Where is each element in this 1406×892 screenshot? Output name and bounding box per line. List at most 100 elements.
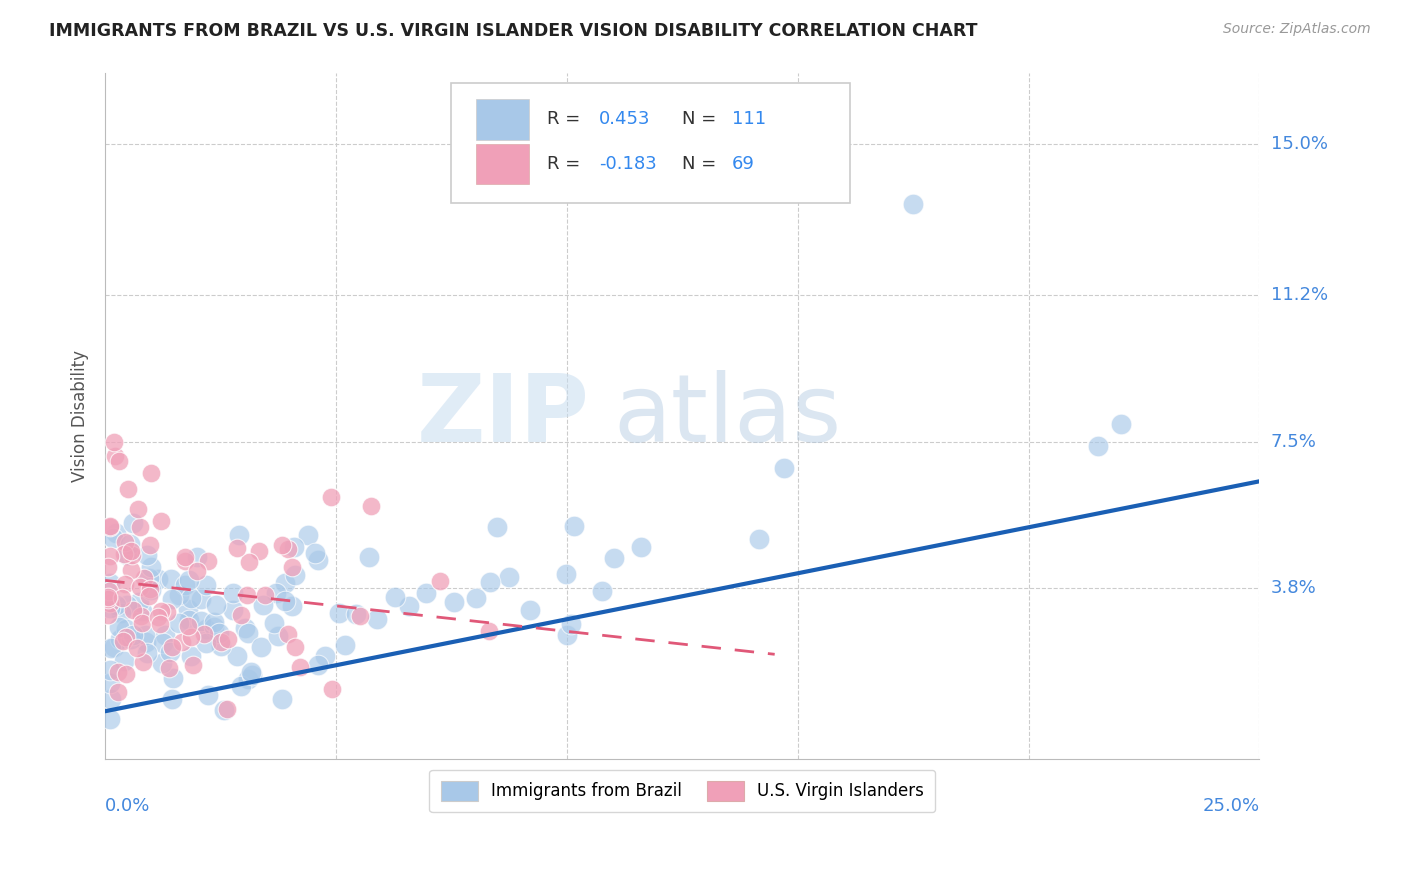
Point — [555, 627, 578, 641]
Point — [98, 519, 121, 533]
Point — [110, 632, 132, 646]
Point — [222, 602, 245, 616]
Point — [129, 609, 152, 624]
Point — [555, 566, 578, 581]
Point — [240, 667, 263, 681]
Point — [177, 613, 200, 627]
Point — [359, 550, 381, 565]
Point — [209, 639, 232, 653]
Point — [115, 667, 138, 681]
Point — [105, 598, 128, 612]
Point — [486, 520, 509, 534]
Point — [328, 606, 350, 620]
Y-axis label: Vision Disability: Vision Disability — [72, 350, 89, 482]
Point — [772, 461, 794, 475]
Point — [519, 603, 541, 617]
Point — [208, 626, 231, 640]
Point — [159, 572, 181, 586]
Point — [1109, 417, 1132, 431]
Point — [115, 548, 138, 562]
Point — [98, 597, 121, 611]
Point — [307, 553, 329, 567]
Legend: Immigrants from Brazil, U.S. Virgin Islanders: Immigrants from Brazil, U.S. Virgin Isla… — [429, 770, 935, 813]
Point — [117, 482, 139, 496]
Point — [274, 576, 297, 591]
Point — [135, 548, 157, 562]
Point — [160, 591, 183, 606]
Point — [360, 499, 382, 513]
Text: 3.8%: 3.8% — [1271, 579, 1316, 598]
Text: ZIP: ZIP — [418, 370, 591, 462]
Point — [122, 603, 145, 617]
Point — [205, 598, 228, 612]
Text: 25.0%: 25.0% — [1202, 797, 1260, 814]
Text: 0.453: 0.453 — [599, 111, 651, 128]
Point — [132, 571, 155, 585]
Point — [157, 660, 180, 674]
Point — [398, 599, 420, 613]
Point — [186, 565, 208, 579]
Point — [349, 608, 371, 623]
Point — [100, 691, 122, 706]
Point — [602, 550, 624, 565]
Point — [177, 602, 200, 616]
Point — [120, 537, 142, 551]
Point — [180, 649, 202, 664]
Point — [174, 554, 197, 568]
Point — [174, 578, 197, 592]
Point — [138, 589, 160, 603]
Point — [150, 656, 173, 670]
Point — [284, 568, 307, 582]
Point — [128, 580, 150, 594]
Point — [104, 450, 127, 464]
Point — [252, 598, 274, 612]
Point — [903, 196, 925, 211]
Point — [231, 608, 253, 623]
Point — [415, 586, 437, 600]
Point — [104, 526, 127, 541]
Point — [138, 571, 160, 585]
Text: 15.0%: 15.0% — [1271, 136, 1327, 153]
Point — [103, 434, 125, 449]
Point — [263, 615, 285, 630]
Point — [281, 560, 304, 574]
Point — [98, 575, 121, 590]
Point — [443, 594, 465, 608]
Point — [128, 520, 150, 534]
Point — [107, 665, 129, 679]
Point — [225, 648, 247, 663]
Point — [170, 635, 193, 649]
Point — [478, 624, 501, 638]
Point — [98, 676, 121, 690]
Point — [225, 541, 247, 555]
Point — [107, 685, 129, 699]
Point — [217, 702, 239, 716]
Point — [270, 692, 292, 706]
Point — [180, 631, 202, 645]
Point — [115, 630, 138, 644]
Point — [180, 591, 202, 605]
Point — [748, 532, 770, 546]
Point — [281, 599, 304, 613]
Point — [98, 601, 121, 615]
Point — [233, 621, 256, 635]
Text: 11.2%: 11.2% — [1271, 286, 1327, 304]
Point — [498, 570, 520, 584]
Text: atlas: atlas — [613, 370, 841, 462]
Point — [197, 688, 219, 702]
Point — [120, 563, 142, 577]
Point — [283, 540, 305, 554]
Point — [149, 604, 172, 618]
Point — [139, 582, 162, 597]
Point — [135, 646, 157, 660]
Point — [146, 609, 169, 624]
Point — [304, 545, 326, 559]
Point — [211, 635, 233, 649]
Point — [97, 608, 120, 623]
Point — [247, 544, 270, 558]
Point — [202, 619, 225, 633]
Point — [195, 635, 218, 649]
Point — [176, 618, 198, 632]
Point — [202, 615, 225, 630]
Point — [138, 538, 160, 552]
